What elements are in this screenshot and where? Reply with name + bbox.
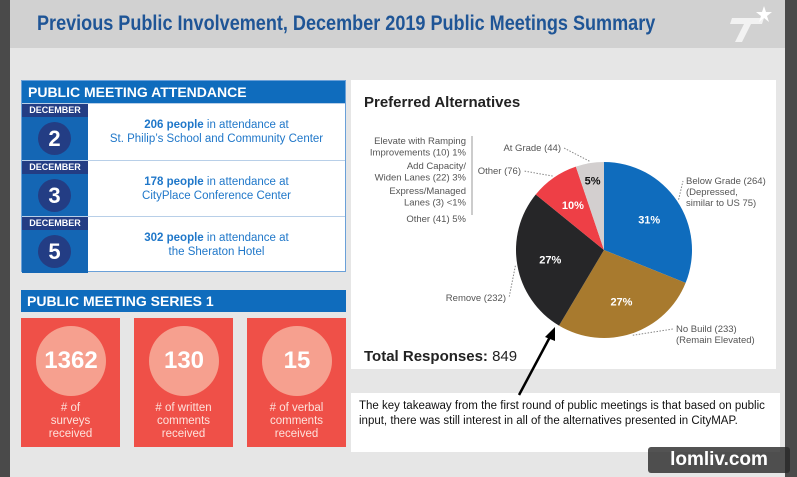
attendance-phrase: in attendance at [203, 119, 289, 131]
slice-pct-label: 10% [562, 200, 584, 212]
leader-line [523, 170, 553, 177]
stat-label-line: received [161, 428, 206, 440]
slice-sublabel: (Remain Elevated) [676, 335, 755, 346]
stat-card: 15 # of verbal comments received [247, 318, 346, 447]
stat-label-line: surveys [50, 415, 91, 427]
stat-label: # of verbal comments received [247, 402, 346, 441]
chart-panel: Preferred Alternatives 31% Below Grade (2… [351, 80, 776, 369]
attendance-text: 302 people in attendance at the Sheraton … [88, 217, 345, 273]
pie-slice [535, 166, 604, 250]
slice-label: Remove (232) [446, 293, 506, 304]
leader-line [508, 265, 516, 299]
stat-label-line: # of written [155, 402, 212, 414]
other-breakdown-item: Improvements (10) 1% [370, 148, 467, 159]
stat-label-line: # of [60, 402, 81, 414]
total-value: 849 [492, 348, 518, 365]
attendance-count: 178 people [144, 175, 204, 188]
slice-label: Other (76) [478, 166, 521, 177]
stat-label: # of written comments received [134, 402, 233, 441]
total-label: Total Responses: [364, 348, 488, 365]
other-breakdown-item: Express/Managed [389, 186, 466, 197]
arrow-icon [517, 327, 555, 396]
stat-label-line: comments [156, 415, 211, 427]
venue: the Sheraton Hotel [168, 246, 265, 259]
stat-value: 1362 [36, 326, 106, 396]
stat-card: 1362 # of surveys received [21, 318, 120, 447]
series-header: PUBLIC MEETING SERIES 1 [21, 290, 346, 312]
slice-sublabel: (Depressed, [686, 187, 738, 198]
pie-chart: 31% Below Grade (264)(Depressed,similar t… [370, 136, 766, 346]
pie-slice [559, 250, 686, 338]
attendance-row: DECEMBER 3 178 people in attendance at Cit… [22, 159, 345, 217]
pie-slice [516, 194, 604, 326]
month-label: DECEMBER [22, 104, 88, 117]
venue: St. Philip’s School and Community Center [109, 133, 324, 145]
day-badge: 3 [38, 178, 71, 212]
total-responses: Total Responses: 849 [364, 348, 517, 365]
attendance-phrase: in attendance at [203, 232, 289, 245]
attendance-text: 206 people in attendance at St. Philip’s … [88, 104, 345, 160]
stat-value: 130 [149, 326, 219, 396]
leader-line [563, 147, 590, 162]
slice-pct-label: 31% [638, 214, 660, 226]
attendance-row: DECEMBER 2 206 people in attendance at St.… [22, 103, 345, 160]
slide: Previous Public Involvement, December 20… [10, 0, 785, 477]
stat-value: 15 [262, 326, 332, 396]
attendance-header: PUBLIC MEETING ATTENDANCE [22, 81, 345, 103]
slice-sublabel: similar to US 75) [686, 198, 756, 209]
slice-label: Below Grade (264) [686, 176, 766, 187]
stat-card: 130 # of written comments received [134, 318, 233, 447]
stat-label-line: comments [269, 415, 324, 427]
watermark: lomliv.com [648, 447, 790, 473]
stat-label-line: received [274, 428, 319, 440]
header: Previous Public Involvement, December 20… [10, 0, 785, 48]
chart-title: Preferred Alternatives [364, 94, 521, 111]
month-label: DECEMBER [22, 160, 88, 174]
other-breakdown-item: Lanes (3) <1% [404, 198, 467, 209]
leader-line [632, 328, 674, 336]
page-title: Previous Public Involvement, December 20… [37, 12, 656, 35]
stat-label: # of surveys received [21, 402, 120, 441]
other-breakdown-item: Other (41) 5% [406, 214, 466, 225]
slice-pct-label: 5% [585, 176, 601, 188]
slice-pct-label: 27% [610, 297, 632, 309]
slice-label: At Grade (44) [503, 143, 561, 154]
date-column: DECEMBER 3 [22, 160, 88, 217]
attendance-panel: PUBLIC MEETING ATTENDANCE DECEMBER 2 206 … [21, 80, 346, 274]
stat-label-line: # of verbal [269, 402, 324, 414]
slice-label: No Build (233) [676, 324, 737, 335]
date-column: DECEMBER 5 [22, 217, 88, 274]
other-breakdown-item: Elevate with Ramping [374, 136, 466, 147]
attendance-row: DECEMBER 5 302 people in attendance at the… [22, 216, 345, 274]
other-breakdown-item: Widen Lanes (22) 3% [375, 173, 467, 184]
attendance-phrase: in attendance at [203, 175, 289, 188]
attendance-text: 178 people in attendance at CityPlace Con… [88, 161, 345, 217]
logo-star-icon [730, 6, 772, 42]
month-label: DECEMBER [22, 217, 88, 231]
leader-line [678, 180, 684, 200]
takeaway-note: The key takeaway from the first round of… [351, 393, 780, 452]
attendance-count: 206 people [144, 119, 204, 131]
day-badge: 5 [38, 235, 71, 269]
venue: CityPlace Conference Center [142, 189, 291, 202]
stat-label-line: received [48, 428, 93, 440]
slice-pct-label: 27% [539, 255, 561, 267]
date-column: DECEMBER 2 [22, 104, 88, 160]
attendance-count: 302 people [144, 232, 204, 245]
pie-slice [604, 162, 692, 283]
day-badge: 2 [38, 122, 71, 155]
pie-slice [575, 162, 604, 250]
other-breakdown-item: Add Capacity/ [407, 161, 467, 172]
